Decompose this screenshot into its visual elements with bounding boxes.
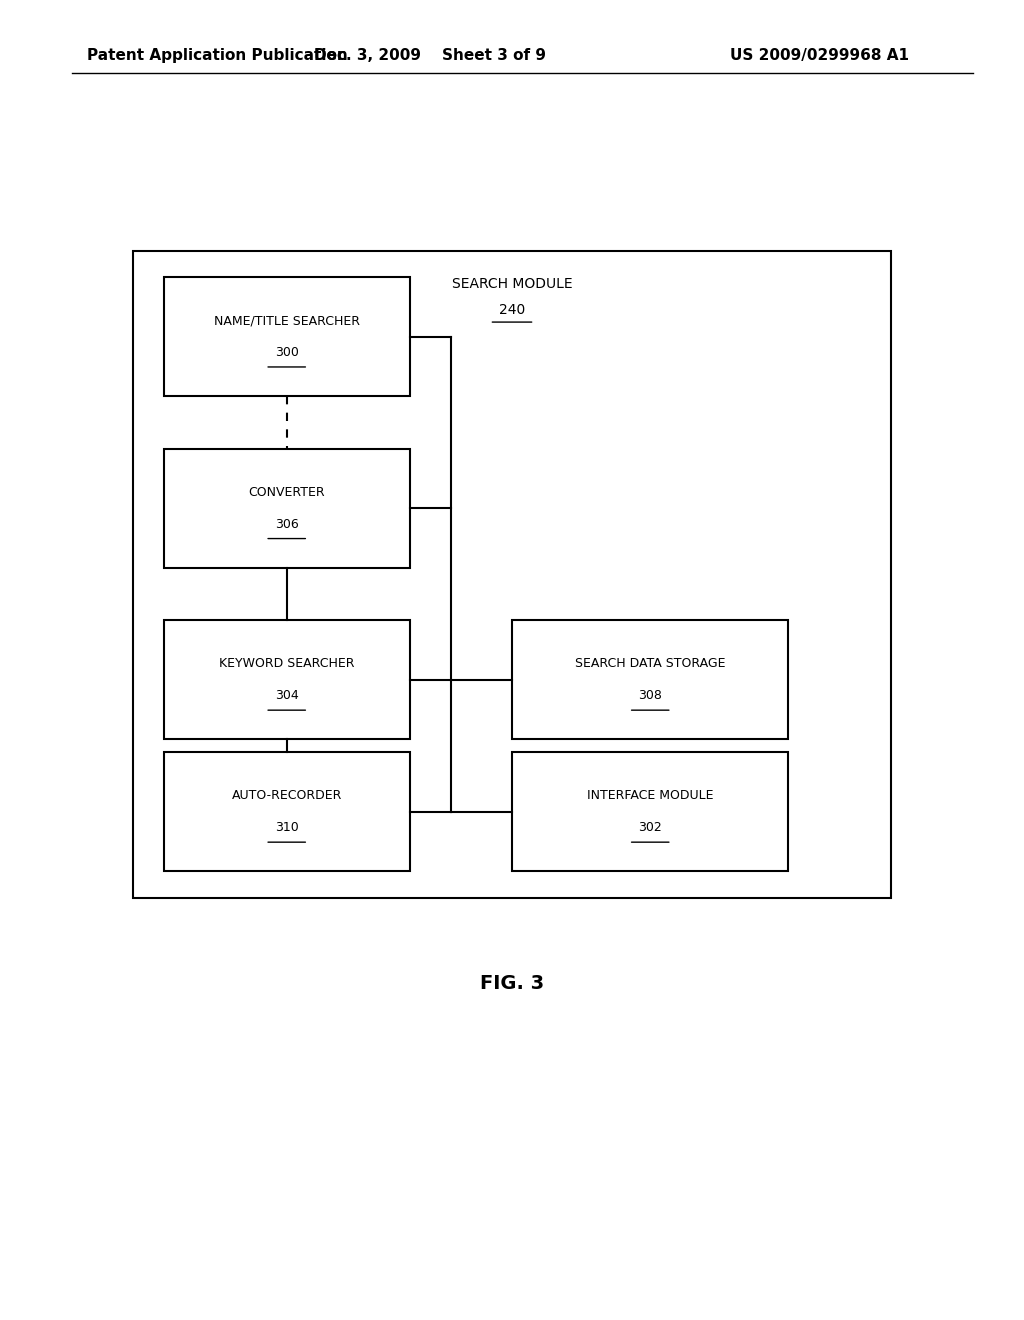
Text: Dec. 3, 2009    Sheet 3 of 9: Dec. 3, 2009 Sheet 3 of 9 (314, 48, 546, 63)
Text: 302: 302 (638, 821, 663, 834)
Text: NAME/TITLE SEARCHER: NAME/TITLE SEARCHER (214, 314, 359, 327)
Text: Patent Application Publication: Patent Application Publication (87, 48, 348, 63)
Text: CONVERTER: CONVERTER (249, 486, 325, 499)
Text: AUTO-RECORDER: AUTO-RECORDER (231, 789, 342, 803)
Text: US 2009/0299968 A1: US 2009/0299968 A1 (730, 48, 908, 63)
Text: 304: 304 (274, 689, 299, 702)
FancyBboxPatch shape (164, 620, 410, 739)
FancyBboxPatch shape (164, 277, 410, 396)
Text: 308: 308 (638, 689, 663, 702)
Text: 300: 300 (274, 346, 299, 359)
Text: 310: 310 (274, 821, 299, 834)
FancyBboxPatch shape (164, 449, 410, 568)
Text: 306: 306 (274, 517, 299, 531)
Text: FIG. 3: FIG. 3 (480, 974, 544, 993)
FancyBboxPatch shape (164, 752, 410, 871)
Text: INTERFACE MODULE: INTERFACE MODULE (587, 789, 714, 803)
FancyBboxPatch shape (512, 752, 788, 871)
Text: 240: 240 (499, 304, 525, 317)
Text: KEYWORD SEARCHER: KEYWORD SEARCHER (219, 657, 354, 671)
Text: SEARCH DATA STORAGE: SEARCH DATA STORAGE (575, 657, 725, 671)
FancyBboxPatch shape (133, 251, 891, 898)
FancyBboxPatch shape (512, 620, 788, 739)
Text: SEARCH MODULE: SEARCH MODULE (452, 277, 572, 290)
